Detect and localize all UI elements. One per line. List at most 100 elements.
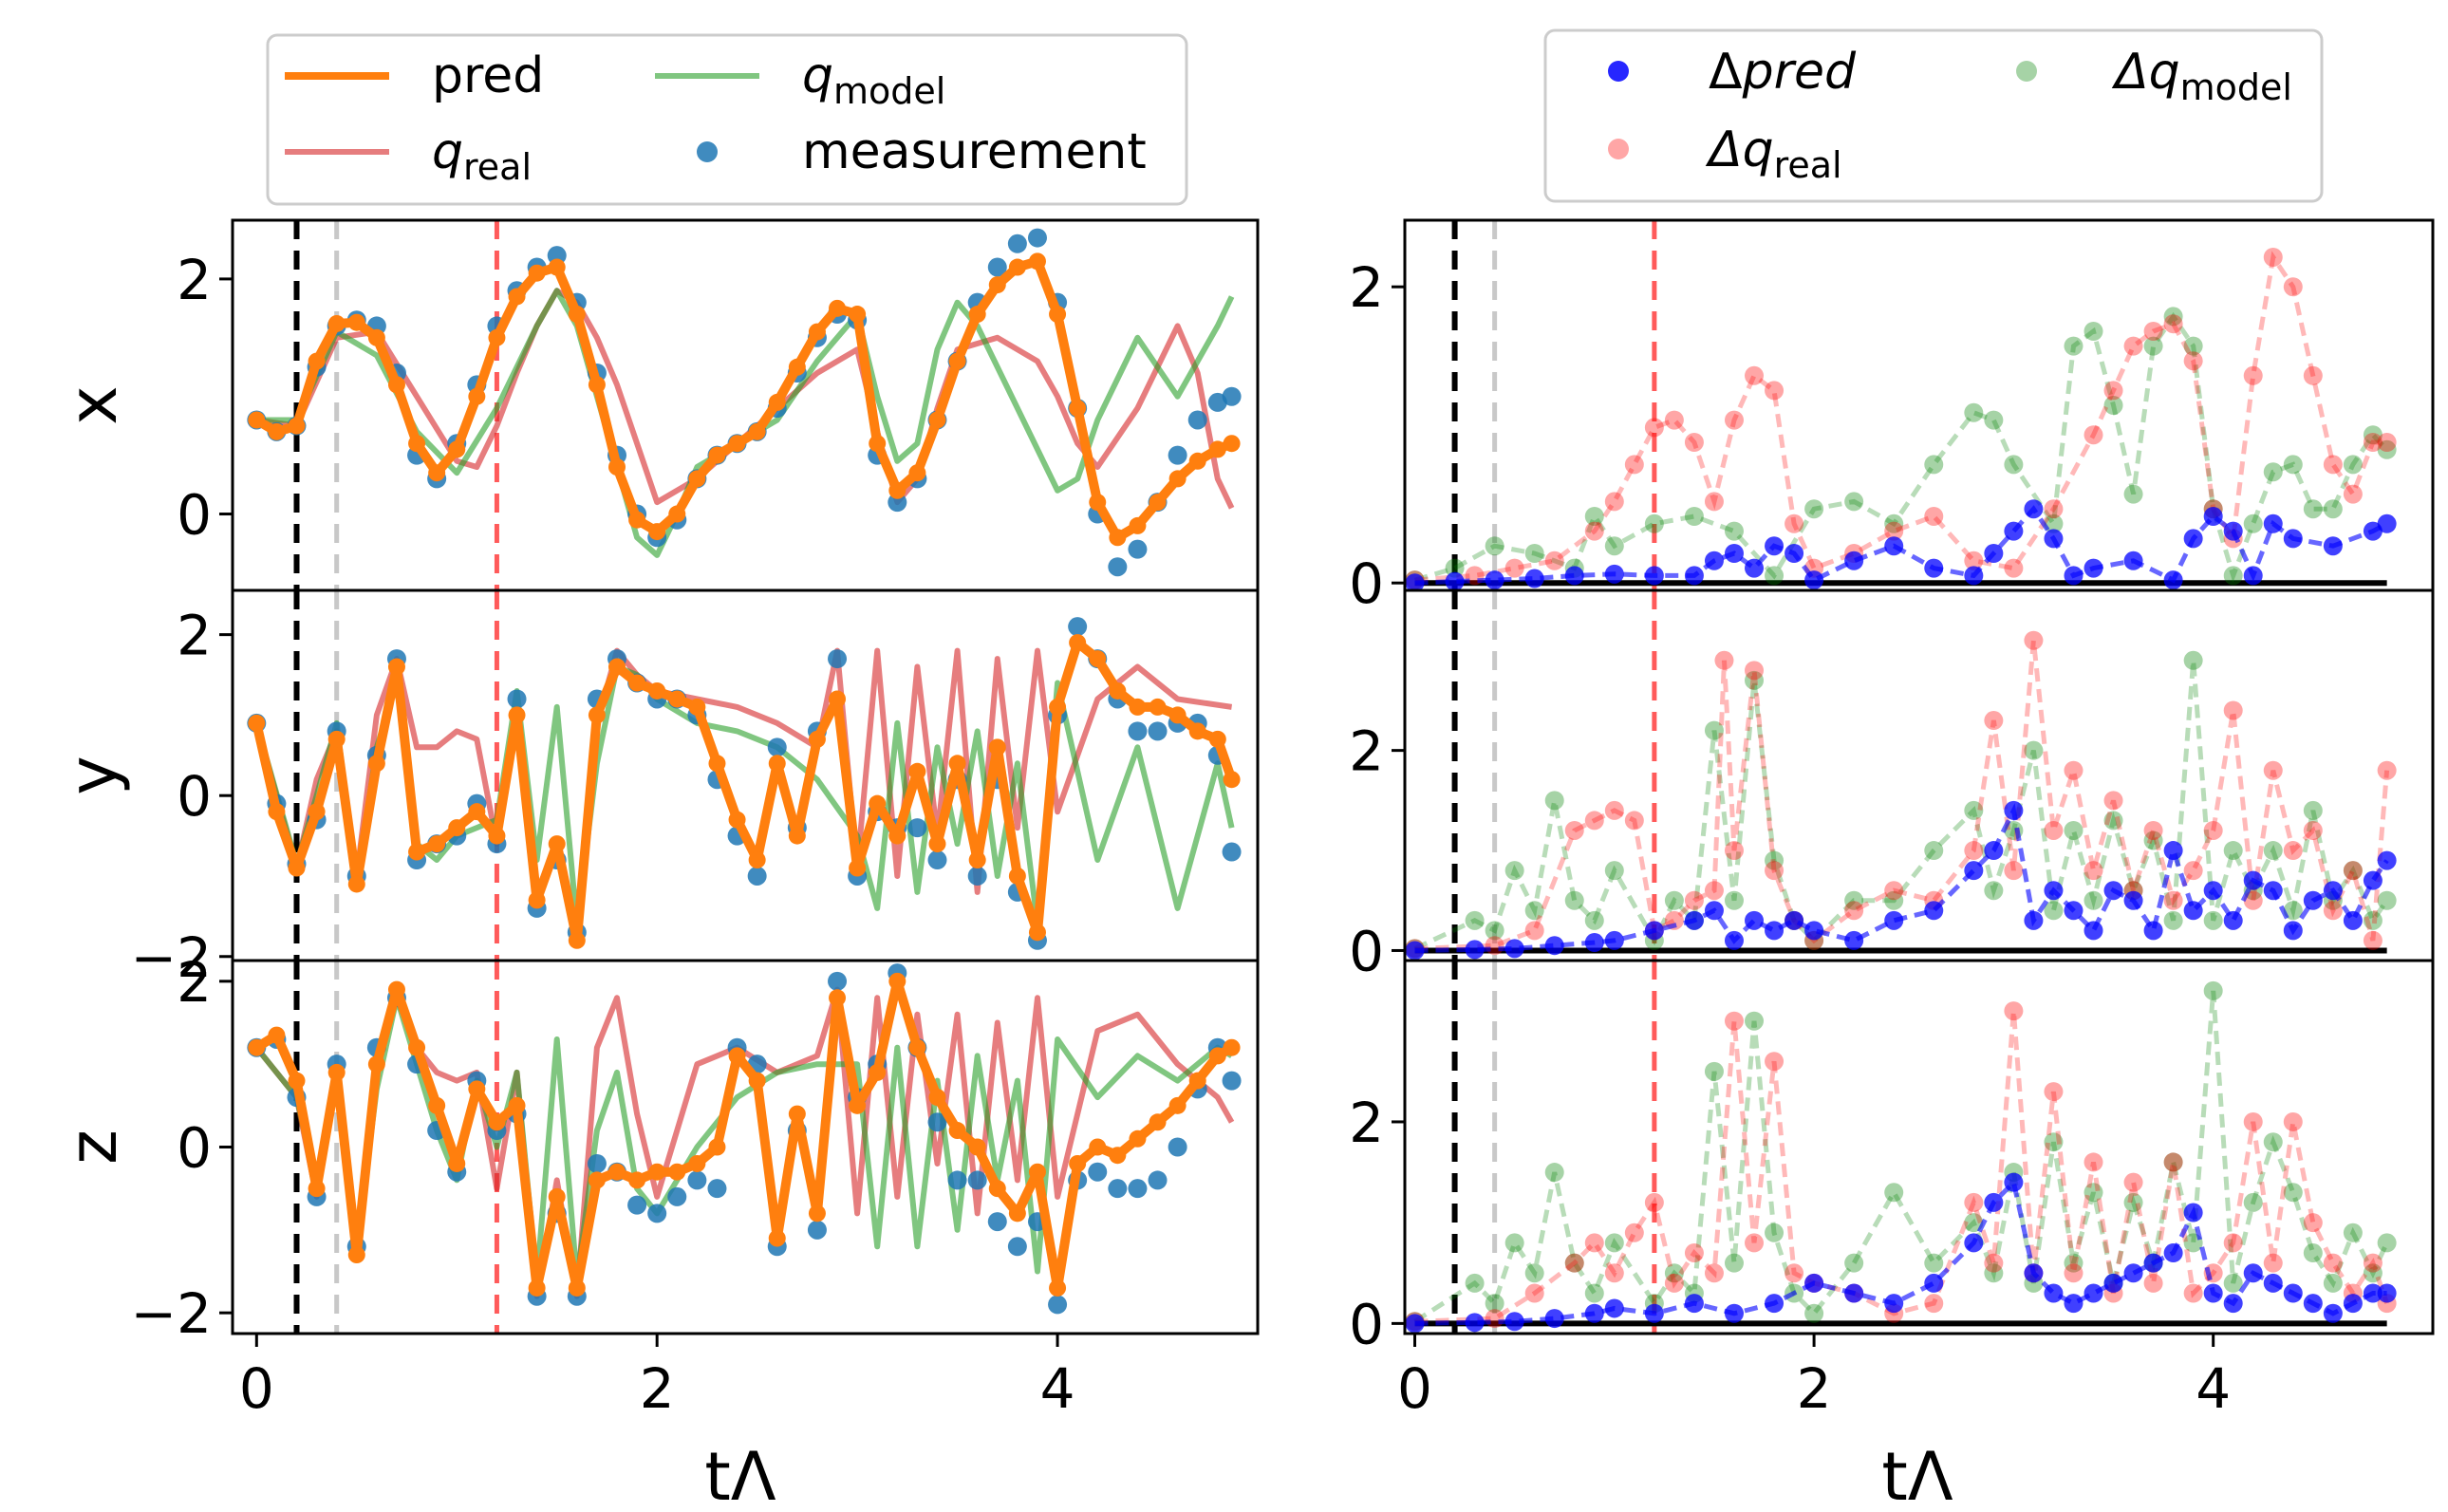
- delta_pred-point: [1465, 1313, 1485, 1333]
- delta_pred-point: [2064, 566, 2084, 586]
- pred-point: [288, 417, 306, 435]
- delta_q_real-point: [2303, 820, 2323, 840]
- delta_q_real-point: [1485, 936, 1504, 956]
- pred-point: [508, 288, 526, 306]
- measurement-point: [1187, 410, 1207, 430]
- delta_q_model-point: [2243, 513, 2263, 533]
- delta_q_model-point: [1724, 890, 1744, 910]
- pred-point: [448, 1154, 466, 1172]
- delta_q_real-point: [2004, 558, 2024, 578]
- right-ytick-label: 0: [1349, 919, 1384, 983]
- pred-point: [387, 376, 405, 394]
- legend-delta-q-model-sub: model: [2180, 66, 2292, 108]
- left-subplot-0: 0 2 x: [54, 218, 1260, 592]
- delta_q_real-point: [2143, 820, 2163, 840]
- pred-point: [608, 1163, 626, 1181]
- delta_q_real-point: [2263, 248, 2283, 267]
- delta_q_model-point: [2064, 820, 2084, 840]
- pred-point: [347, 875, 365, 893]
- delta_q_real-point: [1844, 901, 1864, 921]
- delta_q_model-point: [1504, 861, 1524, 881]
- delta_q_real-point: [2084, 1152, 2103, 1172]
- pred-point: [1028, 1163, 1046, 1181]
- delta_pred-point: [1804, 921, 1824, 941]
- legend-delta-q-model-swatch: [2016, 61, 2037, 82]
- pred-point: [1188, 722, 1206, 740]
- pred-point: [528, 891, 546, 909]
- delta_q_model-point: [1765, 850, 1785, 870]
- delta_pred-point: [1765, 536, 1785, 556]
- delta_q_model-point: [2203, 910, 2223, 930]
- delta_pred-point: [1765, 921, 1785, 941]
- measurement-point: [987, 257, 1007, 277]
- delta_q_model-point: [2143, 336, 2163, 356]
- delta_q_model-point: [2223, 841, 2243, 861]
- pred-point: [888, 827, 906, 845]
- pred-point: [1089, 650, 1107, 668]
- pred-point: [708, 755, 726, 773]
- delta_pred-point: [2103, 1273, 2123, 1293]
- delta_pred-point: [1984, 841, 2004, 861]
- legend-q-model-base: q: [802, 47, 833, 104]
- measurement-point: [507, 689, 527, 709]
- pred-point: [308, 352, 326, 370]
- delta_pred-point: [2303, 1294, 2323, 1314]
- measurement-point: [1222, 842, 1242, 862]
- pred-point: [268, 803, 286, 821]
- delta_q_model-point: [1485, 921, 1504, 941]
- pred-point: [1049, 698, 1067, 716]
- series-pred-line-2: [253, 976, 1235, 1293]
- pred-point: [1109, 529, 1127, 547]
- delta_q_model-point: [1564, 1253, 1584, 1273]
- delta_pred-point: [2283, 921, 2303, 941]
- delta_pred-point: [2084, 921, 2103, 941]
- pred-point: [367, 755, 385, 773]
- measurement-point: [1148, 721, 1168, 741]
- measurement-point: [627, 1195, 647, 1215]
- delta_pred-point: [2123, 551, 2143, 570]
- pred-point: [568, 1279, 586, 1297]
- delta_q_model-point: [1604, 536, 1624, 556]
- delta_q_real-point: [1765, 381, 1785, 401]
- delta_q_real-point: [2103, 381, 2123, 401]
- delta_q_real-point: [2183, 351, 2203, 371]
- delta_pred-point: [2243, 870, 2263, 890]
- delta_q_model-point: [2323, 499, 2343, 519]
- series-delta_q_model-dash-1: [1413, 660, 2389, 951]
- delta_q_real-point: [1564, 820, 1584, 840]
- pred-point: [248, 714, 266, 732]
- pred-point: [568, 931, 586, 949]
- delta_q_model-point: [1485, 536, 1504, 556]
- delta_q_model-point: [1724, 521, 1744, 541]
- delta_q_real-point: [2143, 1273, 2163, 1293]
- delta_pred-point: [1745, 558, 1765, 578]
- measurement-point: [587, 1153, 607, 1173]
- pred-point: [408, 435, 426, 453]
- measurement-point: [1128, 1179, 1148, 1199]
- delta_q_real-point: [1704, 492, 1724, 512]
- delta_q_real-point: [2103, 791, 2123, 811]
- left-series-group-0: [247, 220, 1242, 590]
- legend-left: pred qreal qmodel measurement: [266, 33, 1188, 206]
- delta_q_real-point: [1544, 551, 1564, 570]
- pred-point: [1089, 494, 1107, 512]
- delta_q_model-point: [1924, 455, 1944, 475]
- measurement-point: [707, 1179, 727, 1199]
- series-pred-line-1: [252, 638, 1237, 945]
- right-axes-frame-2: [1403, 959, 2435, 1335]
- delta_q_real-point: [1644, 1192, 1664, 1212]
- pred-point: [628, 1171, 646, 1189]
- delta_pred-point: [2223, 521, 2243, 541]
- delta_q_model-point: [1924, 1253, 1944, 1273]
- measurement-point: [687, 1170, 707, 1190]
- delta_q_real-point: [1884, 521, 1904, 541]
- pred-point: [869, 435, 887, 453]
- legend-q-model-sub: model: [833, 70, 945, 112]
- measurement-point: [1068, 617, 1088, 637]
- pred-point: [808, 1204, 826, 1223]
- pred-point: [708, 1138, 726, 1156]
- delta_pred-point: [1644, 921, 1664, 941]
- delta_q_model-point: [2243, 1192, 2263, 1212]
- delta_q_real-point: [1664, 410, 1684, 430]
- delta_q_model-point: [2283, 1183, 2303, 1203]
